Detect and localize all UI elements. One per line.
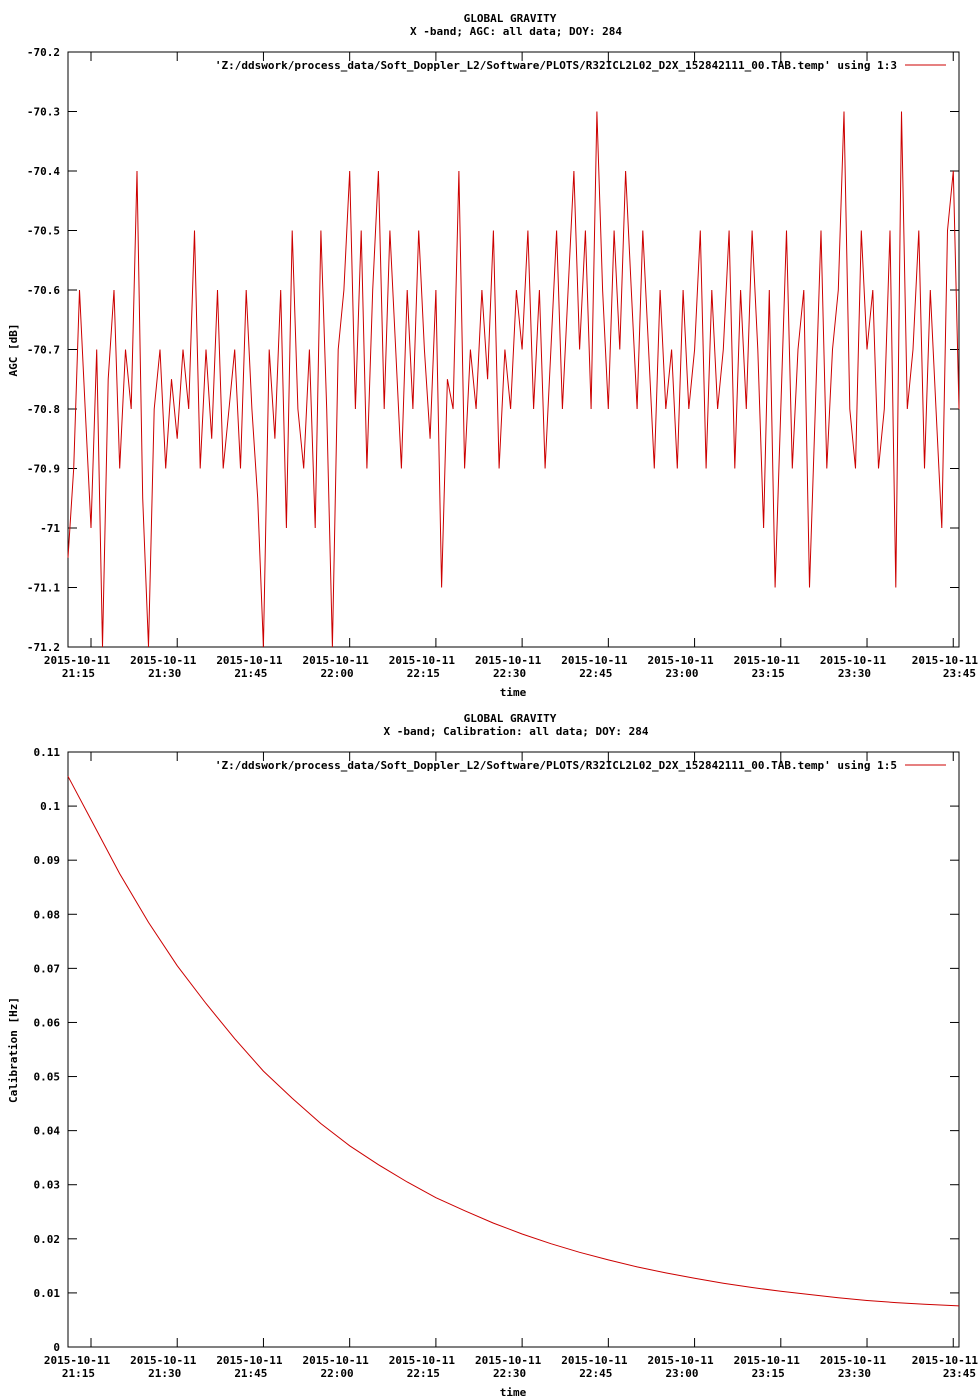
x-tick-date: 2015-10-11: [561, 1354, 628, 1367]
agc-chart: GLOBAL GRAVITY X -band; AGC: all data; D…: [7, 12, 978, 699]
y-axis: 0 0.01 0.02 0.03 0.04 0.05 0.06 0.07 0.08 0.09 0.1…: [34, 746, 959, 1354]
x-tick-time: 22:00: [321, 1367, 354, 1380]
x-tick-date: 2015-10-11: [303, 1354, 370, 1367]
x-tick-time: 23:15: [752, 1367, 785, 1380]
chart-subtitle: X -band; AGC: all data; DOY: 284: [410, 25, 622, 38]
y-tick-label: -70.5: [27, 225, 60, 238]
y-tick-label: -71: [40, 522, 60, 535]
x-tick-date: 2015-10-11: [44, 654, 111, 667]
y-tick-label: -70.3: [27, 106, 60, 119]
y-tick-label: -70.4: [27, 165, 60, 178]
y-tick-label: -70.8: [27, 403, 60, 416]
y-tick-label: -70.6: [27, 284, 60, 297]
x-tick-date: 2015-10-11: [561, 654, 628, 667]
x-tick-date: 2015-10-11: [820, 654, 887, 667]
y-tick-label: 0.04: [34, 1125, 61, 1138]
y-tick-label: -70.7: [27, 344, 60, 357]
y-tick-label: 0.03: [34, 1179, 61, 1192]
y-axis-label: Calibration [Hz]: [7, 997, 20, 1103]
x-tick-date: 2015-10-11: [912, 654, 979, 667]
x-tick-time: 21:30: [148, 1367, 181, 1380]
x-axis-label: time: [500, 686, 527, 699]
x-tick-time: 23:15: [752, 667, 785, 680]
x-tick-time: 22:15: [407, 667, 440, 680]
x-tick-time: 21:45: [234, 1367, 267, 1380]
calibration-chart: GLOBAL GRAVITY X -band; Calibration: all…: [7, 712, 978, 1399]
x-axis: 2015-10-1121:152015-10-1121:302015-10-11…: [44, 52, 978, 680]
y-tick-label: 0.09: [34, 854, 61, 867]
x-tick-time: 22:45: [579, 1367, 612, 1380]
x-tick-date: 2015-10-11: [303, 654, 370, 667]
x-tick-time: 22:30: [493, 1367, 526, 1380]
y-tick-label: -71.2: [27, 641, 60, 654]
x-tick-date: 2015-10-11: [734, 654, 801, 667]
x-tick-date: 2015-10-11: [130, 1354, 197, 1367]
chart-subtitle: X -band; Calibration: all data; DOY: 284: [384, 725, 649, 738]
y-tick-label: 0.11: [34, 746, 61, 759]
y-axis: -70.2 -70.3 -70.4 -70.5 -70.6 -70.7 -70.8 -70.9…: [27, 46, 959, 654]
x-tick-date: 2015-10-11: [912, 1354, 979, 1367]
y-tick-label: 0.07: [34, 962, 61, 975]
x-tick-date: 2015-10-11: [216, 1354, 283, 1367]
legend-label: 'Z:/ddswork/process_data/Soft_Doppler_L2…: [215, 59, 897, 72]
x-tick-time: 23:00: [665, 667, 698, 680]
series-layer: [67, 776, 960, 1307]
y-tick-label: 0.02: [34, 1233, 61, 1246]
x-tick-date: 2015-10-11: [389, 654, 456, 667]
x-tick-date: 2015-10-11: [475, 1354, 542, 1367]
x-tick-time: 23:30: [838, 1367, 871, 1380]
x-tick-date: 2015-10-11: [44, 1354, 111, 1367]
series-line: [67, 111, 960, 648]
x-tick-time: 23:45: [943, 667, 976, 680]
x-tick-date: 2015-10-11: [734, 1354, 801, 1367]
y-tick-label: 0.06: [34, 1016, 61, 1029]
x-axis: 2015-10-1121:152015-10-1121:302015-10-11…: [44, 752, 978, 1380]
y-tick-label: 0: [53, 1341, 60, 1354]
x-tick-time: 21:45: [234, 667, 267, 680]
y-tick-label: -71.1: [27, 582, 60, 595]
y-tick-label: 0.08: [34, 908, 61, 921]
legend-label: 'Z:/ddswork/process_data/Soft_Doppler_L2…: [215, 759, 897, 772]
series-layer: [67, 111, 960, 648]
series-line: [67, 776, 960, 1307]
x-tick-date: 2015-10-11: [647, 1354, 714, 1367]
x-tick-date: 2015-10-11: [389, 1354, 456, 1367]
plot-frame: [67, 751, 960, 1348]
x-tick-date: 2015-10-11: [216, 654, 283, 667]
x-tick-time: 21:30: [148, 667, 181, 680]
y-tick-label: -70.9: [27, 463, 60, 476]
x-tick-time: 21:15: [62, 667, 95, 680]
chart-title: GLOBAL GRAVITY: [464, 12, 557, 25]
y-tick-label: 0.1: [40, 800, 60, 813]
x-tick-date: 2015-10-11: [820, 1354, 887, 1367]
x-tick-time: 22:45: [579, 667, 612, 680]
x-tick-time: 21:15: [62, 1367, 95, 1380]
x-tick-time: 23:45: [943, 1367, 976, 1380]
x-axis-label: time: [500, 1386, 527, 1399]
x-tick-time: 22:00: [321, 667, 354, 680]
x-tick-date: 2015-10-11: [475, 654, 542, 667]
y-tick-label: 0.01: [34, 1287, 61, 1300]
y-tick-label: -70.2: [27, 46, 60, 59]
chart-title: GLOBAL GRAVITY: [464, 712, 557, 725]
x-tick-date: 2015-10-11: [647, 654, 714, 667]
x-tick-time: 22:30: [493, 667, 526, 680]
x-tick-date: 2015-10-11: [130, 654, 197, 667]
x-tick-time: 23:00: [665, 1367, 698, 1380]
y-axis-label: AGC [dB]: [7, 324, 20, 377]
x-tick-time: 23:30: [838, 667, 871, 680]
x-tick-time: 22:15: [407, 1367, 440, 1380]
y-tick-label: 0.05: [34, 1071, 61, 1084]
